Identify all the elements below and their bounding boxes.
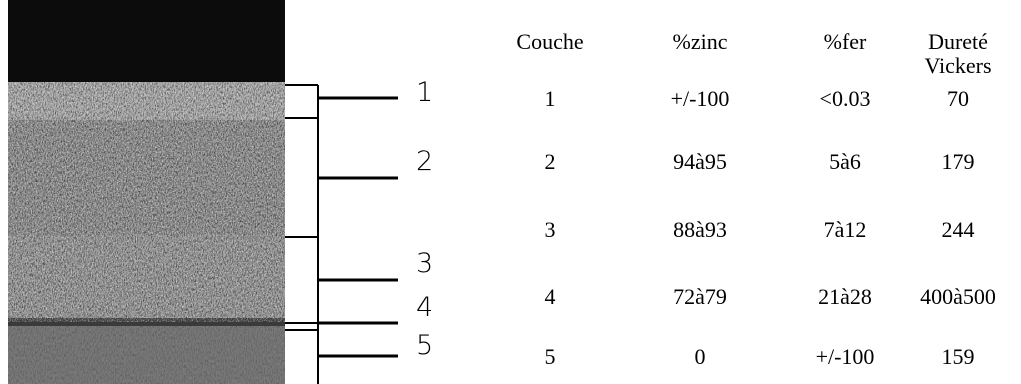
layer-label: 3 — [416, 248, 434, 279]
table-cell: 3 — [544, 217, 556, 242]
table-cell: 244 — [941, 217, 975, 242]
table-header: %zinc — [672, 29, 728, 54]
table-cell: 2 — [544, 149, 556, 174]
table-cell: 4 — [544, 284, 556, 309]
table-header: Couche — [516, 29, 584, 54]
layer-label: 4 — [416, 292, 434, 323]
table-cell: +/-100 — [815, 344, 875, 369]
table-cell: 88à93 — [673, 217, 727, 242]
table-cell: 179 — [941, 149, 975, 174]
table-cell: <0.03 — [819, 86, 871, 111]
layer-label: 1 — [416, 77, 434, 108]
table-cell: 70 — [947, 86, 969, 111]
table-cell: 7à12 — [823, 217, 867, 242]
table-cell: 1 — [544, 86, 556, 111]
table-cell: +/-100 — [670, 86, 730, 111]
layer-brackets — [285, 84, 398, 384]
table-cell: 72à79 — [673, 284, 727, 309]
layer-label: 5 — [416, 330, 434, 361]
table-cell: 5 — [544, 344, 556, 369]
layer-label: 2 — [416, 146, 434, 177]
table-cell: 0 — [694, 344, 706, 369]
table-cell: 21à28 — [818, 284, 872, 309]
table-cell: 400à500 — [920, 284, 996, 309]
table-header: Dureté Vickers — [924, 29, 992, 78]
table-cell: 159 — [941, 344, 975, 369]
micrograph — [8, 0, 285, 384]
table-cell: 94à95 — [673, 149, 727, 174]
table-cell: 5à6 — [829, 149, 861, 174]
table-header: %fer — [823, 29, 867, 54]
